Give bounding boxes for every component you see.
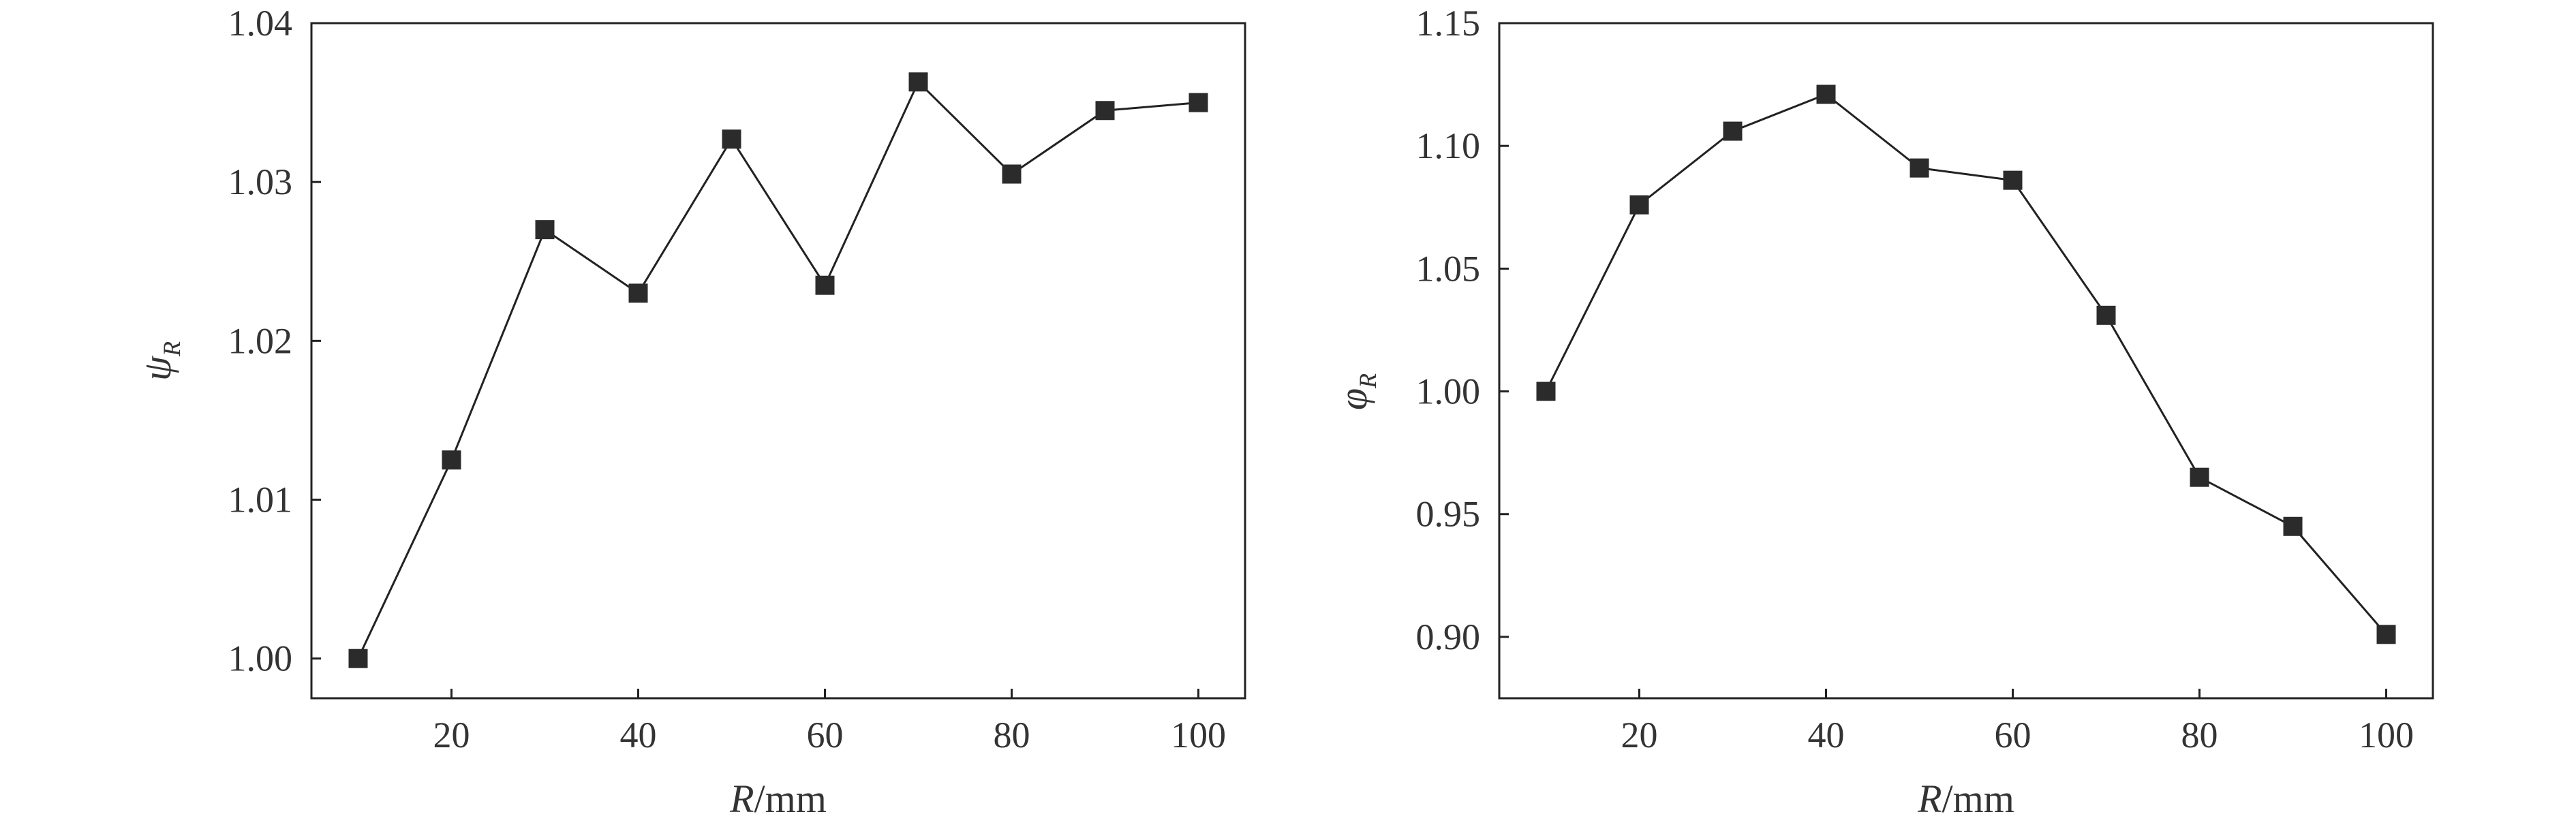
data-point-marker (1723, 121, 1743, 141)
y-tick-label: 1.03 (228, 161, 293, 202)
y-tick-label: 1.04 (228, 3, 293, 44)
series-line (357, 80, 1199, 659)
x-axis-unit: /mm (1942, 777, 2014, 821)
data-point-marker (1816, 84, 1836, 104)
y-axis-subscript: R (158, 341, 185, 357)
x-tick-label: 20 (1621, 715, 1658, 755)
y-tick-label: 1.02 (228, 320, 293, 361)
data-point-marker (1095, 101, 1115, 121)
data-point-marker (2003, 170, 2023, 190)
x-tick-label: 20 (433, 715, 470, 755)
chart-panel-2: 20 40 60 80 100 0.90 0.95 1.00 1.05 1.10 1.15 R/mm φ… (1331, 3, 2434, 821)
y-tick-label: 1.00 (228, 638, 293, 679)
data-point-marker (628, 283, 648, 303)
y-tick-label: 1.15 (1416, 3, 1481, 44)
plot-frame (310, 22, 1246, 700)
y-tick-label: 0.95 (1416, 494, 1481, 535)
data-point-marker (2283, 516, 2303, 536)
y-axis-title: φR (1331, 373, 1381, 410)
data-point-marker (908, 72, 928, 92)
y-tick-label: 1.01 (228, 480, 293, 520)
data-point-marker (1629, 195, 1649, 215)
x-axis-unit: /mm (754, 777, 827, 821)
y-tick-label: 0.90 (1416, 617, 1481, 657)
x-tick-label: 80 (994, 715, 1030, 755)
data-point-marker (722, 129, 741, 149)
data-point-marker (2190, 467, 2209, 487)
x-axis-title: R/mm (729, 777, 827, 821)
data-point-marker (535, 220, 555, 240)
data-point-marker (1536, 381, 1556, 401)
x-tick-label: 40 (620, 715, 657, 755)
data-point-marker (2096, 305, 2116, 325)
y-axis-subscript: R (1354, 373, 1381, 389)
y-axis-symbol: φ (1331, 388, 1375, 410)
data-point-marker (1002, 164, 1022, 184)
x-tick-label: 60 (807, 715, 844, 755)
y-tick-label: 1.05 (1416, 248, 1481, 289)
data-point-marker (1189, 93, 1208, 112)
x-axis-symbol: R (1917, 777, 1942, 821)
y-tick-label: 1.00 (1416, 371, 1481, 412)
x-axis-title: R/mm (1917, 777, 2014, 821)
data-point-marker (442, 450, 461, 470)
x-tick-label: 100 (1171, 715, 1226, 755)
series-line (1545, 93, 2387, 636)
y-tick-label: 1.10 (1416, 125, 1481, 166)
data-point-marker (348, 649, 368, 668)
y-axis-symbol: ψ (135, 356, 179, 381)
x-tick-label: 80 (2181, 715, 2218, 755)
x-tick-label: 60 (1995, 715, 2031, 755)
x-tick-label: 100 (2359, 715, 2414, 755)
data-point-marker (815, 275, 835, 295)
y-axis-title: ψR (135, 341, 185, 381)
data-point-marker (2376, 625, 2396, 644)
x-tick-label: 40 (1808, 715, 1845, 755)
data-point-marker (1910, 158, 1929, 178)
x-axis-symbol: R (729, 777, 754, 821)
plot-frame (1498, 22, 2434, 700)
